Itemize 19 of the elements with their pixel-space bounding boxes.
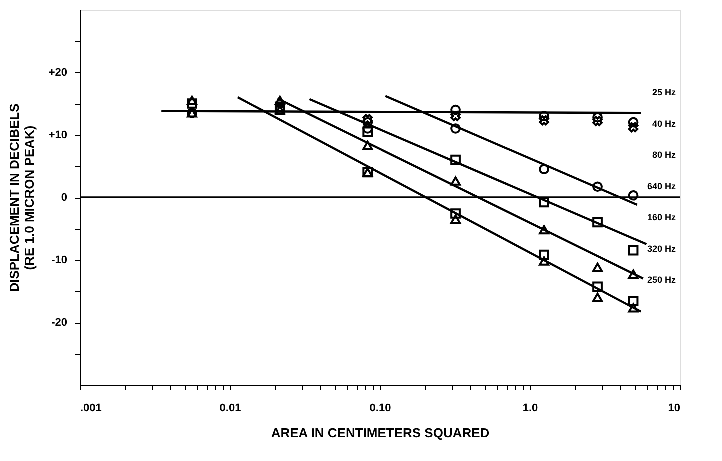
x-axis-title: AREA IN CENTIMETERS SQUARED bbox=[271, 426, 490, 440]
x-tick-label: 0.10 bbox=[370, 402, 392, 414]
annotation: 80 Hz bbox=[652, 150, 676, 160]
annotation: 320 Hz bbox=[647, 244, 676, 254]
y-tick-label: 0 bbox=[61, 192, 68, 204]
x-tick-label: 10 bbox=[668, 402, 680, 414]
annotation: 640 Hz bbox=[647, 181, 676, 192]
x-tick-label: 1.0 bbox=[522, 402, 538, 414]
annotation: 40 Hz bbox=[652, 118, 676, 129]
y-tick-label: +20 bbox=[48, 67, 68, 79]
y-tick-label: -10 bbox=[52, 254, 68, 266]
x-tick-label: .001 bbox=[80, 402, 102, 414]
x-tick-label: 0.01 bbox=[220, 402, 242, 414]
y-tick-label: -20 bbox=[52, 317, 68, 329]
annotation: 25 Hz bbox=[652, 88, 676, 98]
y-axis-title: DISPLACEMENT IN DECIBELS (RE 1.0 MICRON PEAK) bbox=[6, 103, 37, 292]
annotation: 160 Hz bbox=[647, 212, 676, 222]
y-tick-label: +10 bbox=[48, 130, 68, 142]
annotation: 250 Hz bbox=[647, 275, 676, 285]
